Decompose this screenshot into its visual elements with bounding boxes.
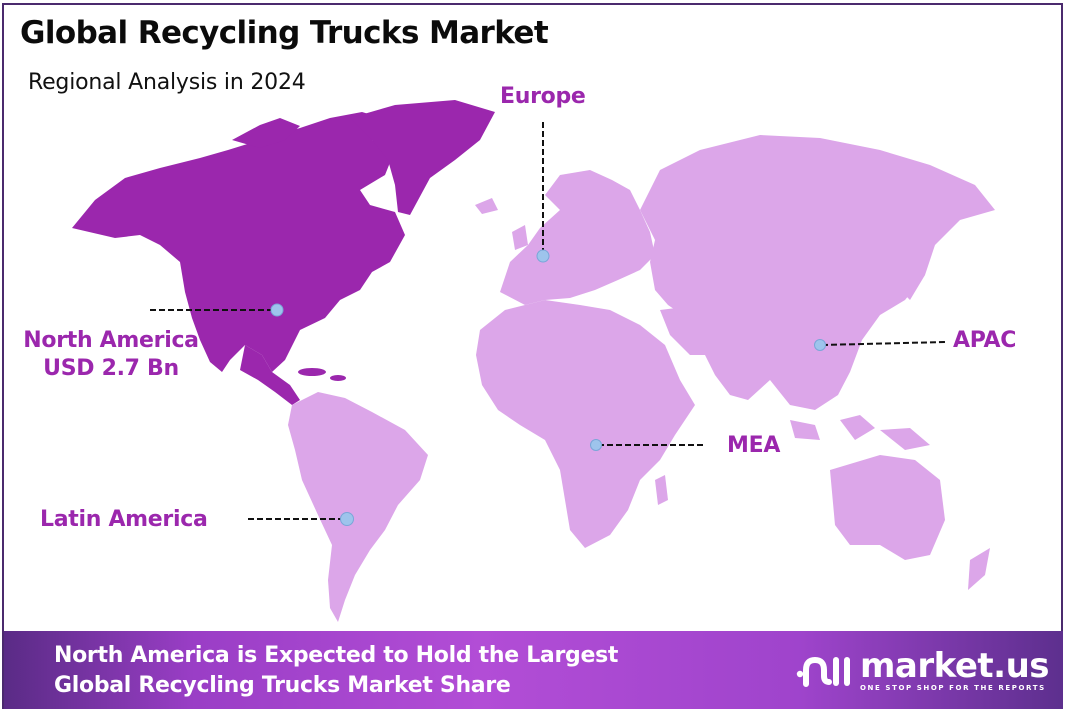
- market-us-logo[interactable]: market.us ONE STOP SHOP FOR THE REPORTS: [794, 645, 1050, 692]
- marker-europe: [536, 249, 550, 263]
- label-north-america-value: USD 2.7 Bn: [43, 356, 179, 381]
- region-north-america-shape[interactable]: [72, 100, 495, 405]
- footer-line-2: Global Recycling Trucks Market Share: [54, 673, 511, 698]
- marker-mea: [590, 439, 602, 451]
- region-mea-shape[interactable]: [476, 300, 720, 548]
- logo-tagline: ONE STOP SHOP FOR THE REPORTS: [860, 683, 1046, 692]
- marker-north-america: [270, 303, 284, 317]
- page-subtitle: Regional Analysis in 2024: [28, 70, 306, 95]
- label-north-america-name: North America: [23, 328, 199, 353]
- region-europe-shape[interactable]: [475, 170, 655, 305]
- world-map: [72, 100, 995, 622]
- label-north-america: North America USD 2.7 Bn: [18, 327, 204, 383]
- label-europe: Europe: [500, 84, 586, 109]
- region-apac-shape[interactable]: [640, 135, 995, 590]
- marker-latin-america: [340, 512, 354, 526]
- page-title: Global Recycling Trucks Market: [20, 15, 549, 51]
- footer-headline: North America is Expected to Hold the La…: [54, 641, 618, 701]
- label-latin-america: Latin America: [40, 507, 208, 532]
- footer-line-1: North America is Expected to Hold the La…: [54, 643, 619, 668]
- label-mea: MEA: [727, 433, 781, 458]
- market-us-logo-icon: [796, 656, 850, 687]
- marker-apac: [814, 339, 826, 351]
- label-apac: APAC: [953, 328, 1017, 353]
- region-latin-america-shape[interactable]: [288, 392, 428, 622]
- footer-banner: North America is Expected to Hold the La…: [4, 631, 1063, 709]
- logo-name: market.us: [860, 645, 1050, 686]
